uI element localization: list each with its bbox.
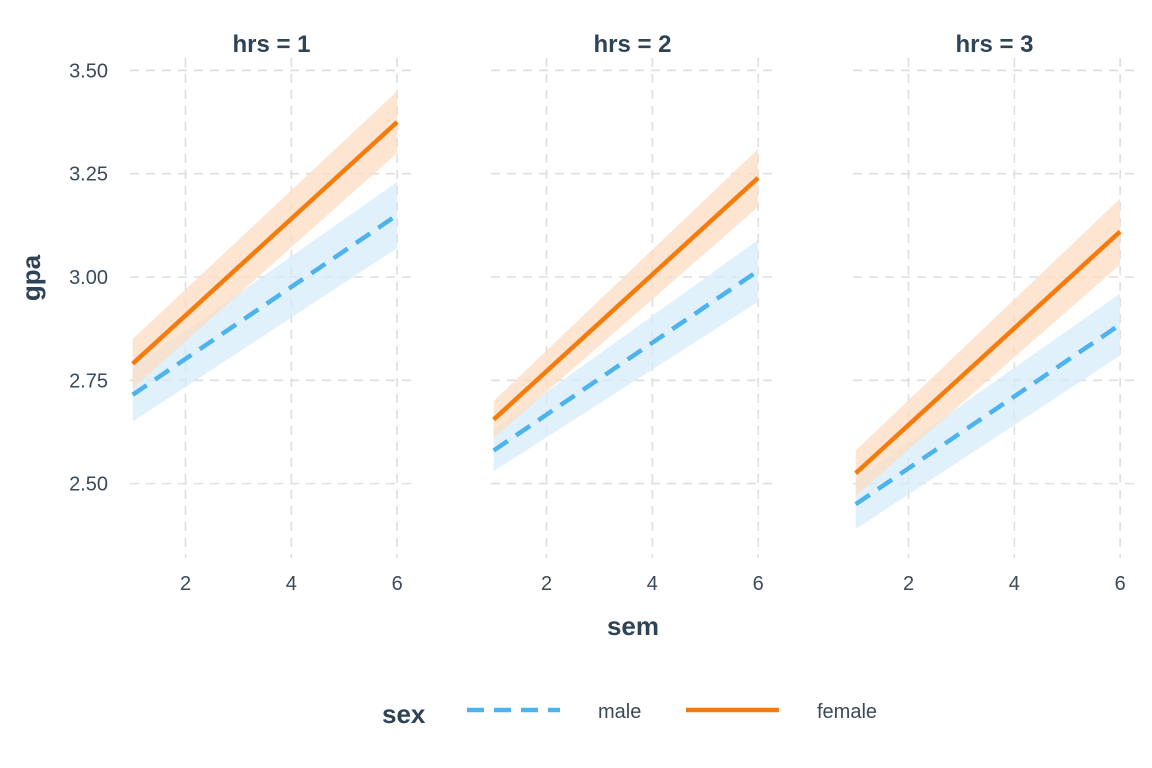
x-axis-title: sem bbox=[607, 611, 659, 641]
legend-label-female: female bbox=[817, 701, 877, 723]
facet-strip-label: hrs = 3 bbox=[955, 31, 1033, 58]
x-tick-label: 4 bbox=[286, 573, 297, 595]
facet-strip-label: hrs = 2 bbox=[593, 31, 671, 58]
confidence-band-male bbox=[855, 293, 1121, 530]
facet-strip-label: hrs = 1 bbox=[232, 31, 310, 58]
series-line-female bbox=[854, 229, 1122, 475]
x-tick-label: 6 bbox=[392, 573, 403, 595]
facet-panel-1: hrs = 1 2 4 6 2.50 2.75 3.00 3.25 3.50 bbox=[69, 31, 413, 595]
legend-title: sex bbox=[382, 699, 426, 729]
x-tick-label: 2 bbox=[180, 573, 191, 595]
x-tick-label: 6 bbox=[753, 573, 764, 595]
y-tick-label: 3.00 bbox=[69, 267, 108, 289]
series-line-female bbox=[492, 176, 760, 422]
series-line-female bbox=[131, 120, 399, 366]
x-tick-label: 2 bbox=[903, 573, 914, 595]
confidence-band-male bbox=[493, 239, 759, 472]
facet-panel-2: hrs = 2 2 4 6 bbox=[491, 31, 774, 595]
panels: hrs = 1 2 4 6 2.50 2.75 3.00 3.25 3.50 hrs = 2 2 4 6… bbox=[69, 31, 1136, 595]
y-tick-label: 3.50 bbox=[69, 60, 108, 82]
confidence-band-female bbox=[132, 91, 398, 389]
x-tick-label: 2 bbox=[541, 573, 552, 595]
x-tick-label: 4 bbox=[647, 573, 658, 595]
confidence-band-female bbox=[493, 148, 759, 439]
y-axis-title: gpa bbox=[16, 254, 46, 301]
y-tick-label: 3.25 bbox=[69, 164, 108, 186]
y-tick-label: 2.50 bbox=[69, 474, 108, 496]
x-tick-label: 6 bbox=[1115, 573, 1126, 595]
facet-panel-3: hrs = 3 2 4 6 bbox=[853, 31, 1136, 595]
legend: sex male female bbox=[382, 699, 877, 729]
confidence-band-male bbox=[132, 181, 398, 422]
legend-label-male: male bbox=[598, 701, 641, 723]
x-tick-label: 4 bbox=[1009, 573, 1020, 595]
confidence-band-female bbox=[855, 198, 1121, 497]
y-tick-label: 2.75 bbox=[69, 370, 108, 392]
